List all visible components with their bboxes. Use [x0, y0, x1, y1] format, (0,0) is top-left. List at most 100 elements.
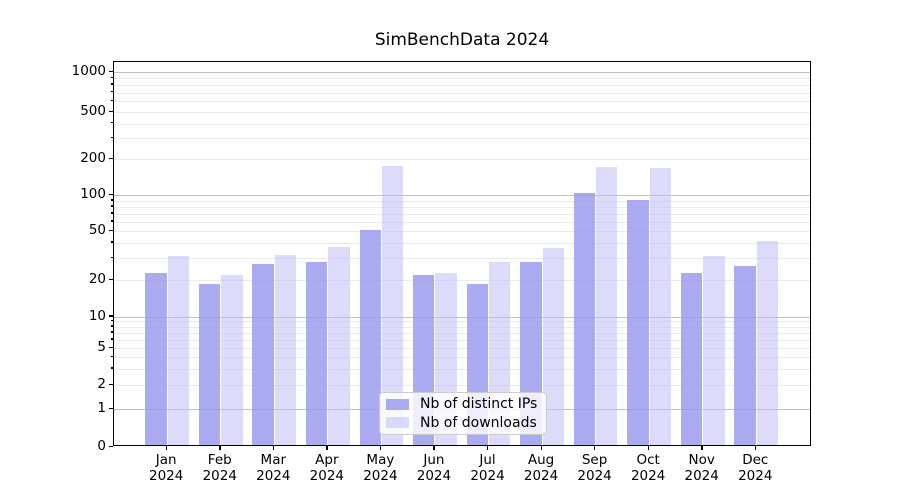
- bar-apr-distinct-ips: [305, 261, 328, 445]
- x-tick-mark: [272, 446, 275, 450]
- y-tick-label: 5: [97, 339, 106, 355]
- x-tick-mark: [754, 446, 757, 450]
- y-tick-mark: [109, 157, 113, 160]
- y-tick-label: 2: [97, 376, 106, 392]
- plot-area: [113, 61, 811, 446]
- y-tick-mark: [109, 445, 113, 447]
- y-tick-label: 500: [80, 103, 106, 119]
- y-gridline-minor: [114, 213, 810, 215]
- y-tick-mark: [109, 193, 113, 196]
- legend: Nb of distinct IPs Nb of downloads: [379, 392, 547, 435]
- y-gridline-minor: [114, 231, 810, 232]
- x-tick-label-apr: Apr 2024: [309, 452, 345, 484]
- bar-mar-distinct-ips: [252, 263, 274, 445]
- x-tick-mark: [594, 446, 596, 450]
- x-tick-label-jun: Jun 2024: [416, 452, 452, 484]
- y-minor-tick-mark: [110, 136, 113, 139]
- legend-item: Nb of downloads: [386, 414, 539, 432]
- y-minor-tick-mark: [110, 122, 113, 124]
- x-tick-mark: [326, 446, 328, 450]
- y-minor-tick-mark: [110, 212, 113, 214]
- x-tick-mark: [379, 446, 382, 450]
- y-minor-tick-mark: [110, 355, 113, 357]
- y-gridline-minor: [114, 385, 810, 386]
- bar-nov-downloads: [703, 256, 725, 445]
- y-tick-label: 1000: [71, 63, 106, 79]
- y-gridline-minor: [114, 200, 810, 202]
- legend-swatch-downloads: [386, 417, 409, 429]
- y-gridline-minor: [114, 138, 810, 140]
- y-tick-label: 100: [80, 186, 106, 203]
- y-tick-mark: [109, 70, 113, 72]
- y-minor-tick-mark: [110, 99, 113, 102]
- y-gridline-minor: [114, 357, 810, 358]
- y-gridline-minor: [114, 321, 810, 323]
- y-gridline-minor: [114, 242, 810, 244]
- y-gridline-minor: [114, 326, 810, 328]
- y-gridline-minor: [114, 78, 810, 80]
- y-minor-tick-mark: [110, 83, 113, 85]
- x-tick-label-dec: Dec 2024: [738, 452, 773, 484]
- x-tick-label-feb: Feb 2024: [202, 452, 237, 484]
- bar-oct-downloads: [649, 168, 672, 445]
- bar-aug-downloads: [542, 248, 564, 445]
- y-tick-mark: [109, 278, 113, 280]
- y-tick-label: 50: [88, 222, 106, 238]
- bar-may-distinct-ips: [359, 230, 381, 445]
- y-gridline-minor: [114, 84, 810, 86]
- y-gridline-minor: [114, 339, 810, 341]
- x-tick-mark: [433, 446, 435, 450]
- y-tick-mark: [109, 346, 113, 348]
- x-tick-label-may: May 2024: [363, 452, 398, 484]
- y-gridline-major: [114, 195, 810, 197]
- x-tick-mark: [647, 446, 650, 450]
- y-minor-tick-mark: [110, 367, 113, 369]
- x-tick-label-mar: Mar 2024: [256, 452, 291, 484]
- y-tick-mark: [109, 229, 113, 231]
- bar-dec-distinct-ips: [734, 266, 756, 445]
- y-gridline-minor: [114, 123, 810, 125]
- y-gridline-major: [114, 72, 810, 73]
- bar-oct-distinct-ips: [627, 199, 649, 445]
- y-minor-tick-mark: [110, 241, 113, 243]
- x-tick-mark: [219, 446, 221, 450]
- y-gridline-minor: [114, 332, 810, 334]
- x-tick-label-sep: Sep 2024: [577, 452, 612, 484]
- x-tick-mark: [540, 446, 542, 450]
- y-minor-tick-mark: [110, 256, 113, 259]
- bar-nov-distinct-ips: [680, 272, 703, 445]
- legend-label: Nb of distinct IPs: [420, 396, 538, 413]
- y-gridline-minor: [114, 221, 810, 223]
- y-minor-tick-mark: [110, 325, 113, 327]
- bar-sep-distinct-ips: [573, 193, 596, 445]
- x-tick-label-jul: Jul 2024: [470, 452, 505, 484]
- x-tick-label-oct: Oct 2024: [630, 452, 666, 484]
- y-gridline-minor: [114, 258, 810, 260]
- bar-feb-distinct-ips: [198, 283, 221, 445]
- y-minor-tick-mark: [110, 199, 113, 201]
- x-tick-mark: [165, 446, 168, 450]
- bar-feb-downloads: [221, 275, 243, 445]
- x-tick-mark: [487, 446, 489, 450]
- y-gridline-major: [114, 316, 810, 318]
- y-gridline-minor: [114, 101, 810, 103]
- y-tick-mark: [109, 110, 113, 112]
- chart-title: SimBenchData 2024: [374, 30, 550, 50]
- y-gridline-minor: [114, 368, 810, 370]
- y-minor-tick-mark: [110, 91, 113, 93]
- bar-sep-downloads: [596, 167, 618, 445]
- y-gridline-minor: [114, 92, 810, 94]
- legend-swatch-distinct-ips: [386, 398, 409, 410]
- x-tick-label-jan: Jan 2024: [149, 452, 184, 484]
- x-tick-mark: [701, 446, 703, 450]
- bar-apr-downloads: [328, 246, 350, 445]
- bar-jan-downloads: [167, 256, 190, 445]
- y-minor-tick-mark: [110, 319, 113, 322]
- x-tick-label-nov: Nov 2024: [684, 452, 719, 484]
- y-gridline-minor: [114, 159, 810, 161]
- y-tick-label: 20: [88, 271, 106, 287]
- y-gridline-minor: [114, 348, 810, 349]
- y-tick-label: 200: [80, 150, 106, 167]
- bar-may-downloads: [381, 165, 404, 445]
